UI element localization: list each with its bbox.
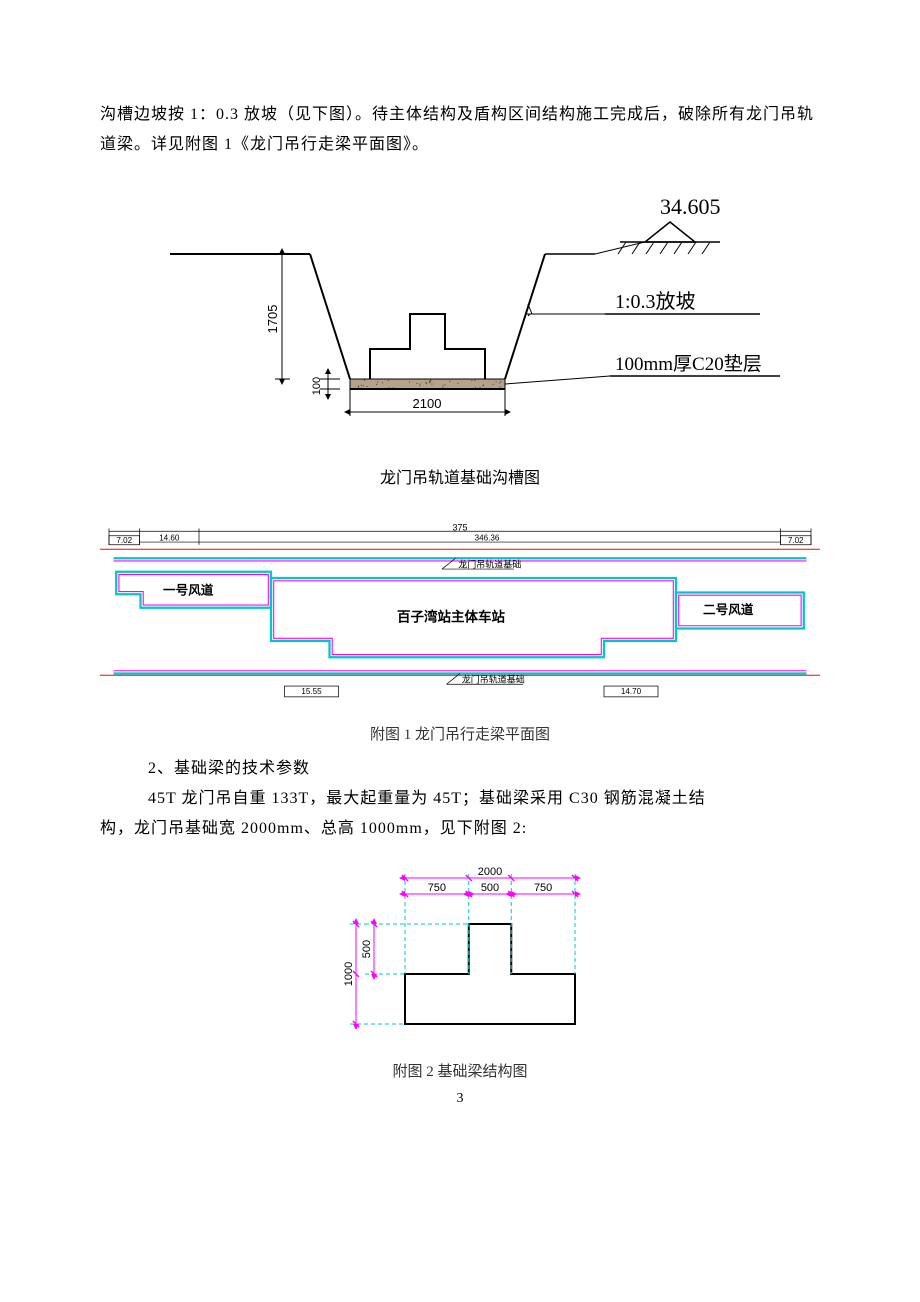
svg-text:1705: 1705 bbox=[265, 305, 280, 334]
svg-text:500: 500 bbox=[361, 940, 373, 958]
svg-text:375: 375 bbox=[452, 522, 467, 532]
figure-1-caption: 龙门吊轨道基础沟槽图 bbox=[100, 464, 820, 488]
figure-3-caption: 附图 2 基础梁结构图 bbox=[100, 1060, 820, 1081]
svg-text:7.02: 7.02 bbox=[788, 536, 804, 545]
svg-text:346.36: 346.36 bbox=[475, 533, 500, 542]
svg-text:7.02: 7.02 bbox=[116, 536, 132, 545]
svg-text:14.60: 14.60 bbox=[159, 533, 180, 542]
section-2-title: 2、基础梁的技术参数 bbox=[148, 754, 820, 784]
figure-1-wrap: 2100 1705 100 34.605 1:0.3放坡 100mm厚C20垫层 bbox=[100, 184, 820, 444]
svg-text:龙门吊轨道基础: 龙门吊轨道基础 bbox=[458, 558, 521, 569]
svg-text:500: 500 bbox=[481, 882, 499, 894]
svg-text:100: 100 bbox=[311, 377, 323, 395]
svg-text:一号风道: 一号风道 bbox=[163, 582, 214, 597]
figure-1-svg: 2100 1705 100 34.605 1:0.3放坡 100mm厚C20垫层 bbox=[140, 184, 780, 444]
svg-text:百子湾站主体车站: 百子湾站主体车站 bbox=[397, 608, 505, 624]
section-2-body-b: 构，龙门吊基础宽 2000mm、总高 1000mm，见下附图 2: bbox=[100, 814, 820, 844]
section-2-body-a: 45T 龙门吊自重 133T，最大起重量为 45T；基础梁采用 C30 钢筋混凝… bbox=[148, 784, 820, 814]
svg-text:2100: 2100 bbox=[413, 396, 442, 411]
svg-text:750: 750 bbox=[428, 882, 446, 894]
figure-2-wrap: 3757.0214.60346.367.02龙门吊轨道基础一号风道二号风道百子湾… bbox=[100, 512, 820, 717]
svg-text:750: 750 bbox=[534, 882, 552, 894]
figure-3-wrap: 2000 750 500 750 1000 500 bbox=[100, 854, 820, 1054]
svg-text:2000: 2000 bbox=[478, 866, 502, 878]
figure-2-svg: 3757.0214.60346.367.02龙门吊轨道基础一号风道二号风道百子湾… bbox=[100, 512, 820, 717]
paragraph-1: 沟槽边坡按 1：0.3 放坡（见下图）。待主体结构及盾构区间结构施工完成后，破除… bbox=[100, 100, 820, 160]
svg-text:1:0.3放坡: 1:0.3放坡 bbox=[615, 290, 696, 313]
svg-text:15.55: 15.55 bbox=[301, 687, 322, 696]
page: 沟槽边坡按 1：0.3 放坡（见下图）。待主体结构及盾构区间结构施工完成后，破除… bbox=[0, 0, 920, 1147]
svg-text:龙门吊轨道基础: 龙门吊轨道基础 bbox=[462, 673, 525, 684]
figure-3-svg: 2000 750 500 750 1000 500 bbox=[310, 854, 610, 1054]
svg-text:34.605: 34.605 bbox=[660, 194, 721, 219]
svg-text:1000: 1000 bbox=[343, 962, 355, 986]
svg-text:100mm厚C20垫层: 100mm厚C20垫层 bbox=[615, 353, 762, 375]
svg-text:二号风道: 二号风道 bbox=[703, 602, 754, 617]
figure-2-caption: 附图 1 龙门吊行走梁平面图 bbox=[100, 723, 820, 744]
page-number: 3 bbox=[100, 1091, 820, 1107]
svg-text:14.70: 14.70 bbox=[621, 687, 642, 696]
